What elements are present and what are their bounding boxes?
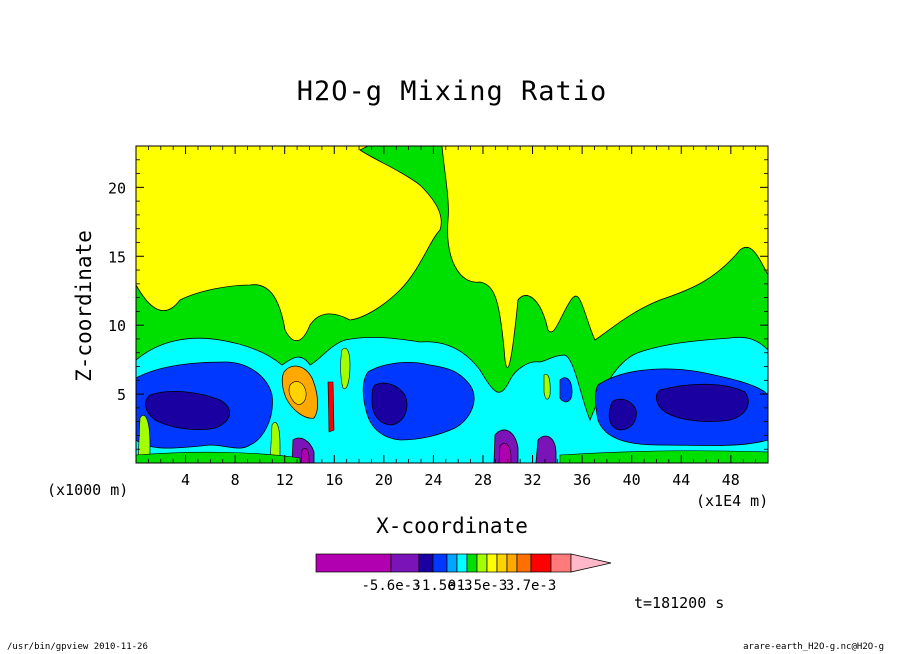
x-tick-label-36: 36 <box>573 471 591 489</box>
colorbar-swatch-0 <box>315 553 392 573</box>
colorbar-arrow <box>570 553 612 573</box>
x-tick-label-44: 44 <box>672 471 690 489</box>
contour-region-blue <box>136 361 768 449</box>
colorbar-swatch-5 <box>456 553 468 573</box>
x-tick-label-8: 8 <box>231 471 240 489</box>
x-tick-label-48: 48 <box>722 471 740 489</box>
x-tick-label-28: 28 <box>474 471 492 489</box>
plot-frame <box>135 145 769 464</box>
colorbar-swatch-7 <box>476 553 488 573</box>
x-tick-label-12: 12 <box>276 471 294 489</box>
colorbar-swatch-12 <box>530 553 552 573</box>
colorbar-swatch-11 <box>516 553 532 573</box>
contour-region-magenta <box>300 443 512 463</box>
colorbar-swatch-1 <box>390 553 420 573</box>
x-tick-label-40: 40 <box>623 471 641 489</box>
colorbar-swatch-6 <box>466 553 478 573</box>
colorbar-tick-label-4: 3.7e-3 <box>505 578 557 594</box>
contour-region-dark-blue <box>145 382 749 431</box>
colorbar-swatch-4 <box>446 553 458 573</box>
colorbar-tick-label-3: 1.5e-3 <box>456 578 508 594</box>
colorbar-swatch-9 <box>496 553 508 573</box>
y-tick-label-20: 20 <box>108 179 126 197</box>
contour-region-light-orange <box>288 381 307 405</box>
y-tick-label-15: 15 <box>108 248 126 266</box>
colorbar-tick-label-0: -5.6e-3 <box>361 578 421 594</box>
x-unit-label: (x1E4 m) <box>696 492 769 510</box>
y-tick-label-10: 10 <box>108 317 126 335</box>
colorbar-swatch-10 <box>506 553 518 573</box>
y-tick-label-5: 5 <box>117 386 126 404</box>
colorbar-swatch-13 <box>550 553 572 573</box>
colorbar-tick-label-2: 0 <box>447 578 457 594</box>
chart-title: H2O-g Mixing Ratio <box>296 76 608 107</box>
contour-region-red <box>327 381 335 433</box>
colorbar-swatch-3 <box>432 553 448 573</box>
x-tick-label-20: 20 <box>375 471 393 489</box>
x-tick-label-16: 16 <box>325 471 343 489</box>
x-tick-label-32: 32 <box>524 471 542 489</box>
colorbar <box>315 553 612 573</box>
y-unit-label: (x1000 m) <box>47 481 129 499</box>
x-tick-label-24: 24 <box>424 471 442 489</box>
x-axis-label: X-coordinate <box>376 514 528 538</box>
x-tick-label-4: 4 <box>181 471 190 489</box>
colorbar-tick-label-1: -1.5e-3 <box>413 578 473 594</box>
contour-field <box>136 146 768 463</box>
footer-right-text: arare-earth_H2O-g.nc@H2O-g <box>743 642 884 652</box>
contour-region-lime <box>137 347 551 463</box>
time-label: t=181200 s <box>634 594 725 612</box>
axis-ticks <box>135 145 769 463</box>
footer-left-text: /usr/bin/gpview 2010-11-26 <box>7 642 148 652</box>
colorbar-swatch-2 <box>418 553 434 573</box>
colorbar-swatch-8 <box>486 553 498 573</box>
